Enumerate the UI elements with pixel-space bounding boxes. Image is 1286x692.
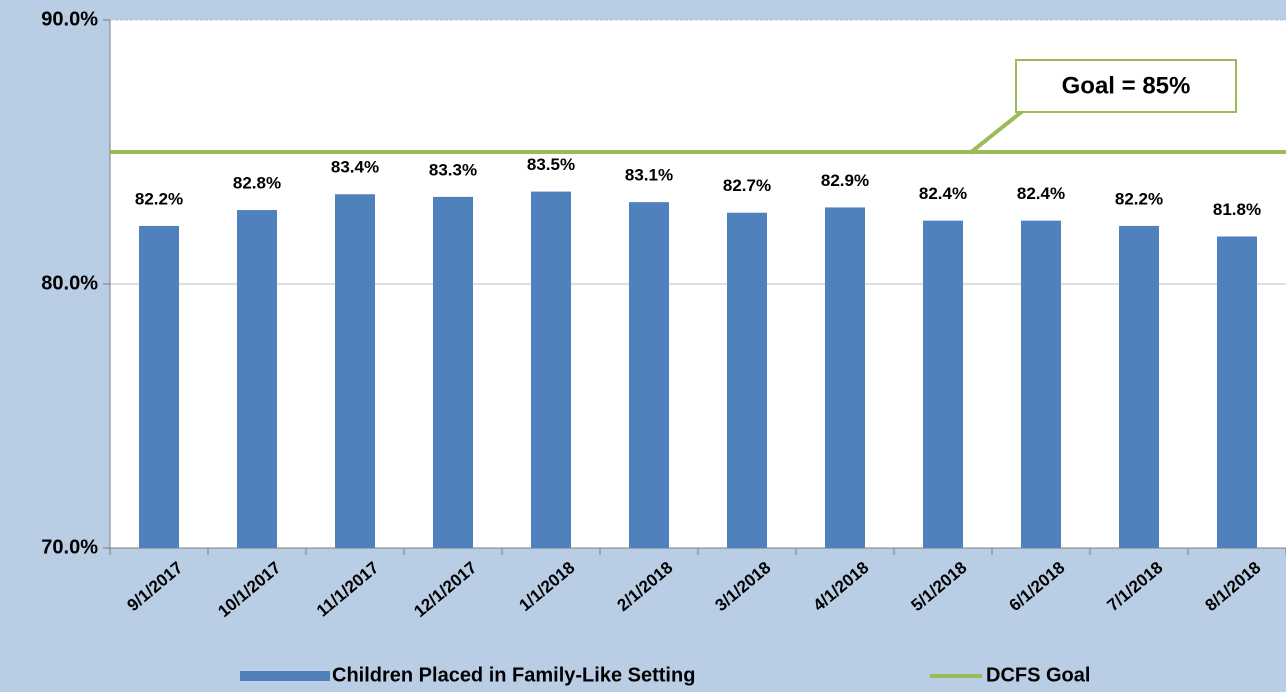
data-label: 83.5% — [527, 155, 575, 174]
x-tick-label: 5/1/2018 — [908, 558, 971, 615]
bar — [531, 191, 571, 548]
data-label: 82.9% — [821, 171, 869, 190]
bar — [1119, 225, 1159, 549]
bar — [433, 196, 473, 548]
x-tick-label: 9/1/2017 — [124, 558, 187, 615]
bar — [727, 212, 767, 548]
bar — [335, 194, 375, 549]
x-tick-label: 12/1/2017 — [410, 558, 480, 621]
annotation: Goal = 85% — [1062, 72, 1191, 99]
bar — [1217, 236, 1257, 549]
annotation-box — [1015, 59, 1237, 113]
annotation-connector — [968, 108, 1026, 155]
data-label: 83.4% — [331, 158, 379, 177]
bar — [139, 225, 179, 549]
data-label: 81.8% — [1213, 200, 1261, 219]
data-label: 83.1% — [625, 166, 673, 185]
legend-label: DCFS Goal — [986, 664, 1090, 686]
y-tick-label: 80.0% — [41, 272, 98, 294]
bar — [629, 202, 669, 548]
data-label: 83.3% — [429, 160, 477, 179]
data-label: 82.2% — [1115, 189, 1163, 208]
bar — [1021, 220, 1061, 548]
x-tick-label: 8/1/2018 — [1202, 558, 1265, 615]
x-tick-label: 1/1/2018 — [516, 558, 579, 615]
x-tick-label: 7/1/2018 — [1104, 558, 1167, 615]
data-label: 82.8% — [233, 174, 281, 193]
data-label: 82.2% — [135, 189, 183, 208]
x-tick-label: 10/1/2017 — [214, 558, 284, 621]
x-tick-label: 4/1/2018 — [810, 558, 873, 615]
bar — [923, 220, 963, 548]
legend-label: Children Placed in Family-Like Setting — [332, 664, 695, 686]
x-tick-label: 3/1/2018 — [712, 558, 775, 615]
y-tick-label: 90.0% — [41, 8, 98, 30]
data-label: 82.7% — [723, 176, 771, 195]
x-tick-label: 6/1/2018 — [1006, 558, 1069, 615]
bar — [237, 210, 277, 548]
data-label: 82.4% — [919, 184, 967, 203]
data-label: 82.4% — [1017, 184, 1065, 203]
x-tick-label: 11/1/2017 — [313, 558, 382, 621]
legend-swatch — [240, 671, 330, 681]
y-tick-label: 70.0% — [41, 536, 98, 558]
x-tick-label: 2/1/2018 — [614, 558, 677, 615]
bar — [825, 207, 865, 548]
